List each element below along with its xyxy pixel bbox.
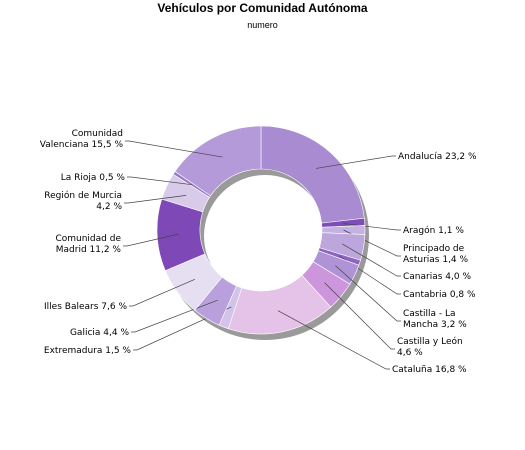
slice-label: Castilla - La Mancha 3,2 %	[403, 309, 467, 330]
leader-line	[123, 233, 179, 247]
slice-label-line: Comunidad	[72, 129, 123, 139]
leader-line	[133, 306, 232, 351]
slice-label-line: 4,2 %	[96, 202, 122, 212]
slice-label-line: Aragón 1,1 %	[403, 225, 464, 236]
slice-label: Aragón 1,1 %	[403, 225, 464, 236]
slice-label: Castilla y León 4,6 %	[397, 336, 463, 358]
slice-label: La Rioja 0,5 %	[61, 173, 126, 183]
slice-label: Canarias 4,0 %	[403, 272, 471, 282]
slice-label-line: Principado de	[403, 244, 465, 254]
leader-line	[335, 265, 401, 322]
slice-label-line: Región de Murcia	[44, 190, 122, 201]
slice-label-line: Castilla - La	[403, 309, 456, 319]
chart-subtitle: numero	[247, 20, 278, 30]
chart-title: Vehículos por Comunidad Autónoma	[157, 1, 368, 15]
slice-label-line: Cataluña 16,8 %	[392, 365, 467, 375]
slice-label: Comunidad de Madrid 11,2 %	[55, 234, 121, 255]
slice-label: Galicia 4,4 %	[70, 328, 129, 338]
slice-label-line: Castilla y León	[397, 336, 463, 347]
slice-label: Región de Murcia 4,2 %	[44, 190, 122, 212]
slice-label-line: Canarias 4,0 %	[403, 272, 471, 282]
slice-label: Extremadura 1,5 %	[44, 346, 132, 356]
slice-label: Illes Balears 7,6 %	[44, 302, 127, 312]
slice-label-line: Madrid 11,2 %	[56, 245, 122, 255]
leader-line	[131, 299, 218, 333]
slice-label-line: Galicia 4,4 %	[70, 328, 129, 338]
pie-slice[interactable]	[174, 125, 262, 197]
slice-label-line: Comunidad de	[55, 234, 121, 244]
slice-label-line: 4,6 %	[397, 348, 423, 358]
leader-line	[339, 255, 401, 295]
leader-line	[124, 194, 187, 204]
slice-label-line: Mancha 3,2 %	[403, 320, 467, 330]
slice-label: Cataluña 16,8 %	[392, 365, 467, 375]
slice-label: Cantabria 0,8 %	[403, 290, 476, 300]
slice-label: Principado de Asturias 1,4 %	[403, 244, 469, 265]
slice-label-line: Asturias 1,4 %	[403, 255, 469, 265]
slice-label-line: La Rioja 0,5 %	[61, 173, 126, 183]
leader-line	[315, 155, 396, 169]
leader-line	[127, 176, 193, 186]
slice-label-line: Valenciana 15,5 %	[40, 140, 124, 150]
leader-line	[342, 243, 401, 277]
slice-label-line: Illes Balears 7,6 %	[44, 302, 127, 312]
slice-label: Comunidad Valenciana 15,5 %	[40, 129, 124, 150]
leader-line	[125, 140, 223, 158]
leader-line	[277, 310, 390, 370]
leader-line	[129, 279, 196, 307]
slice-label-line: Cantabria 0,8 %	[403, 290, 476, 300]
slice-label: Andalucía 23,2 %	[398, 152, 477, 162]
slice-label-line: Extremadura 1,5 %	[44, 346, 132, 356]
slice-label-line: Andalucía 23,2 %	[398, 152, 477, 162]
leader-line	[324, 282, 395, 350]
